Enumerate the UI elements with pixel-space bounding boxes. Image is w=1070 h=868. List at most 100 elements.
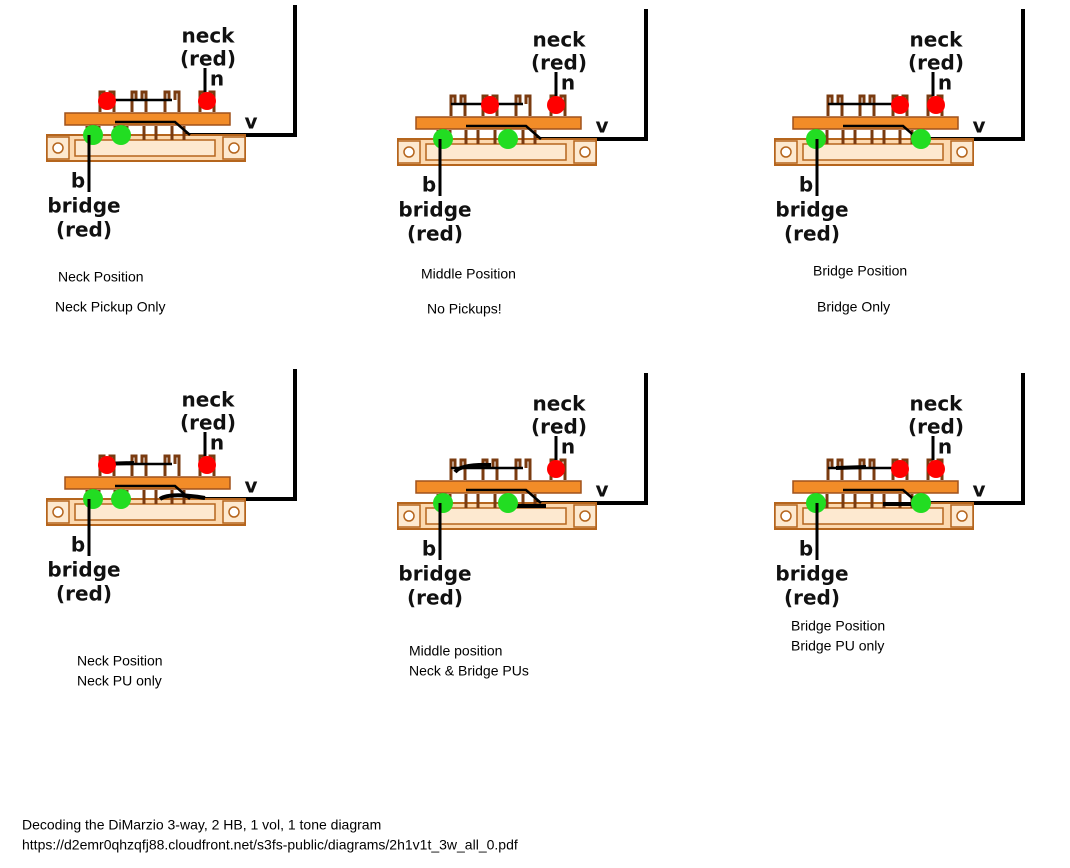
neck-contact [891,460,909,478]
v-label: v [244,110,257,134]
bridge-label: bridge [47,194,120,218]
orange-bar [64,476,231,490]
caption: Neck PU only [77,673,162,689]
mount-hole [579,510,591,522]
caption: Middle position [409,643,502,659]
mount-hole [780,510,792,522]
lower-lug [870,130,886,144]
bridge-label: bridge [775,198,848,222]
wire [835,465,867,470]
neck-contact [98,92,116,110]
upper-lug [514,458,532,480]
bridge-label: bridge [398,562,471,586]
upper-lug [163,454,181,476]
neck-contact [481,96,499,114]
neck-contact [547,96,565,114]
upper-lug [514,94,532,116]
n-label: n [210,431,224,455]
bridge-color: (red) [407,586,463,610]
mount-hole [579,146,591,158]
lower-lug [464,130,480,144]
caption: Bridge Position [813,263,907,279]
neck-contact [198,92,216,110]
active-contact [433,129,453,149]
lower-lug [841,494,857,508]
n-label: n [561,435,575,459]
caption: Bridge Position [791,618,885,634]
caption: Bridge Only [817,299,890,315]
v-label: v [244,474,257,498]
mount-hole [956,510,968,522]
upper-lug [130,454,148,476]
lower-lug [142,126,158,140]
b-label: b [799,537,813,561]
neck-color: (red) [531,51,587,75]
bridge-color: (red) [784,222,840,246]
orange-bar [415,116,582,130]
neck-label: neck [533,392,587,416]
caption: Middle Position [421,266,516,282]
neck-color: (red) [908,51,964,75]
n-label: n [938,71,952,95]
wire [453,462,492,474]
upper-lug [449,458,467,480]
bridge-label: bridge [398,198,471,222]
orange-bar [792,480,959,494]
neck-label: neck [533,28,587,52]
footer-line: https://d2emr0qhzqfj88.cloudfront.net/s3… [22,837,518,853]
neck-label: neck [910,28,964,52]
orange-bar [64,112,231,126]
neck-color: (red) [531,415,587,439]
b-label: b [422,537,436,561]
upper-lug [826,94,844,116]
neck-contact [891,96,909,114]
bridge-label: bridge [47,558,120,582]
active-contact [111,125,131,145]
caption: Neck Position [58,269,144,285]
lower-lug [841,130,857,144]
caption: No Pickups! [427,301,502,317]
n-label: n [561,71,575,95]
mount-hole [228,142,240,154]
neck-label: neck [182,24,236,48]
mount-hole [228,506,240,518]
orange-bar [792,116,959,130]
neck-contact [927,96,945,114]
b-label: b [799,173,813,197]
bridge-color: (red) [784,586,840,610]
active-contact [83,489,103,509]
n-label: n [938,435,952,459]
active-contact [498,493,518,513]
v-label: v [972,114,985,138]
caption: Neck & Bridge PUs [409,663,529,679]
v-label: v [595,478,608,502]
neck-label: neck [910,392,964,416]
upper-lug [858,458,876,480]
v-label: v [595,114,608,138]
upper-lug [858,94,876,116]
active-contact [911,129,931,149]
neck-label: neck [182,388,236,412]
orange-bar [415,480,582,494]
mount-hole [403,146,415,158]
b-label: b [71,533,85,557]
neck-contact [98,456,116,474]
upper-lug [163,90,181,112]
bridge-color: (red) [56,582,112,606]
mount-hole [956,146,968,158]
caption: Bridge PU only [791,638,884,654]
wire [158,493,206,501]
bridge-color: (red) [56,218,112,242]
bridge-label: bridge [775,562,848,586]
b-label: b [71,169,85,193]
mount-hole [780,146,792,158]
active-contact [433,493,453,513]
neck-contact [198,456,216,474]
